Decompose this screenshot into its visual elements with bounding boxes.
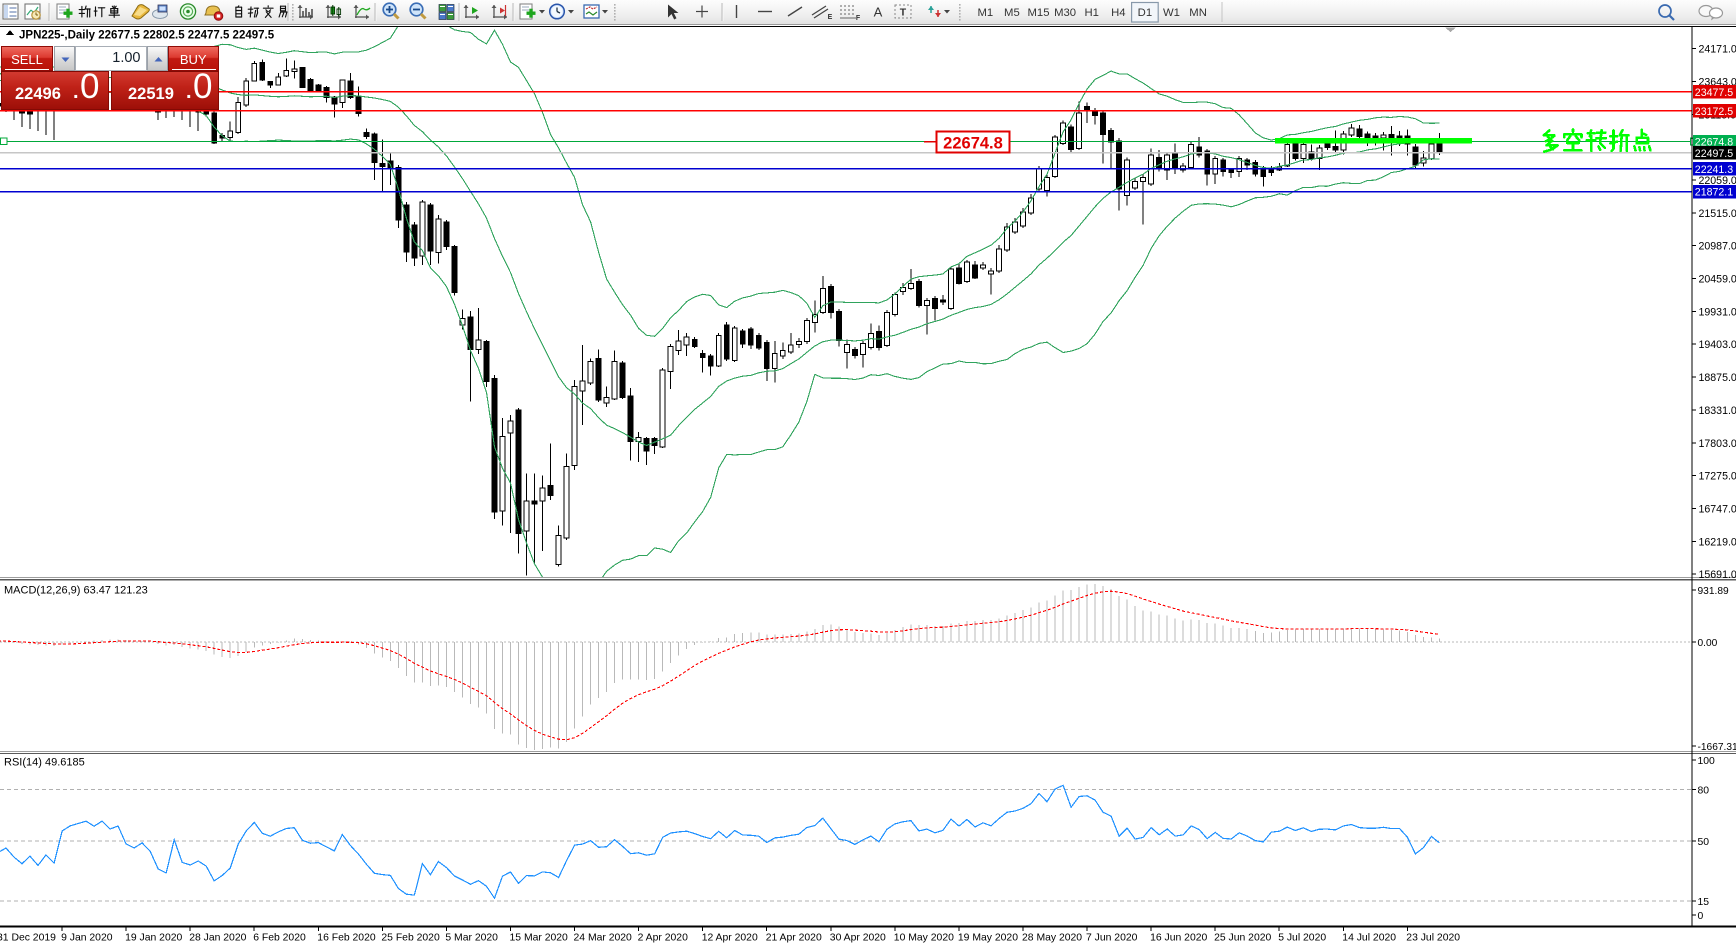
svg-text:5 Mar 2020: 5 Mar 2020 bbox=[445, 933, 498, 944]
svg-text:28 May 2020: 28 May 2020 bbox=[1022, 933, 1082, 944]
svg-text:D1: D1 bbox=[1138, 7, 1152, 19]
svg-text:22674.8: 22674.8 bbox=[943, 134, 1003, 152]
svg-text:16219.0: 16219.0 bbox=[1699, 536, 1736, 548]
svg-text:23172.5: 23172.5 bbox=[1695, 106, 1733, 118]
svg-text:14 Jul 2020: 14 Jul 2020 bbox=[1342, 933, 1396, 944]
svg-text:10 May 2020: 10 May 2020 bbox=[894, 933, 954, 944]
svg-text:MN: MN bbox=[1189, 7, 1207, 19]
svg-text:18875.0: 18875.0 bbox=[1699, 372, 1736, 384]
svg-text:80: 80 bbox=[1698, 785, 1710, 796]
svg-text:9 Jan 2020: 9 Jan 2020 bbox=[61, 933, 113, 944]
svg-text:JPN225-,Daily 22677.5 22802.5: JPN225-,Daily 22677.5 22802.5 22477.5 22… bbox=[19, 30, 275, 42]
svg-text:21 Apr 2020: 21 Apr 2020 bbox=[766, 933, 822, 944]
svg-text:7 Jun 2020: 7 Jun 2020 bbox=[1086, 933, 1138, 944]
svg-text:931.89: 931.89 bbox=[1698, 586, 1729, 597]
svg-text:12 Apr 2020: 12 Apr 2020 bbox=[702, 933, 758, 944]
svg-text:MACD(12,26,9) 63.47 121.23: MACD(12,26,9) 63.47 121.23 bbox=[4, 585, 148, 597]
svg-text:15: 15 bbox=[1698, 897, 1710, 908]
svg-text:15 Mar 2020: 15 Mar 2020 bbox=[510, 933, 569, 944]
svg-text:0: 0 bbox=[1698, 911, 1704, 922]
svg-text:16 Feb 2020: 16 Feb 2020 bbox=[317, 933, 376, 944]
svg-text:15691.0: 15691.0 bbox=[1699, 569, 1736, 581]
svg-text:19931.0: 19931.0 bbox=[1699, 306, 1736, 318]
svg-text:M1: M1 bbox=[977, 7, 993, 19]
svg-text:100: 100 bbox=[1698, 756, 1716, 767]
svg-text:19 May 2020: 19 May 2020 bbox=[958, 933, 1018, 944]
svg-text:20987.0: 20987.0 bbox=[1699, 241, 1736, 253]
svg-text:24 Mar 2020: 24 Mar 2020 bbox=[574, 933, 633, 944]
svg-text:17275.0: 17275.0 bbox=[1699, 471, 1736, 483]
svg-text:16 Jun 2020: 16 Jun 2020 bbox=[1150, 933, 1207, 944]
svg-text:21515.0: 21515.0 bbox=[1699, 208, 1736, 220]
svg-text:23477.5: 23477.5 bbox=[1695, 87, 1733, 99]
svg-text:19 Jan 2020: 19 Jan 2020 bbox=[125, 933, 182, 944]
svg-text:H4: H4 bbox=[1111, 7, 1125, 19]
svg-text:25 Jun 2020: 25 Jun 2020 bbox=[1214, 933, 1271, 944]
svg-text:25 Feb 2020: 25 Feb 2020 bbox=[381, 933, 440, 944]
svg-text:30 Apr 2020: 30 Apr 2020 bbox=[830, 933, 886, 944]
svg-text:M30: M30 bbox=[1054, 7, 1076, 19]
svg-text:22241.3: 22241.3 bbox=[1695, 164, 1733, 176]
svg-text:19403.0: 19403.0 bbox=[1699, 339, 1736, 351]
svg-text:22059.0: 22059.0 bbox=[1699, 175, 1736, 187]
svg-text:M5: M5 bbox=[1004, 7, 1020, 19]
svg-text:5 Jul 2020: 5 Jul 2020 bbox=[1278, 933, 1326, 944]
svg-text:16747.0: 16747.0 bbox=[1699, 504, 1736, 516]
svg-text:RSI(14) 49.6185: RSI(14) 49.6185 bbox=[4, 757, 85, 769]
svg-text:2 Apr 2020: 2 Apr 2020 bbox=[638, 933, 688, 944]
svg-text:A: A bbox=[874, 5, 883, 20]
svg-text:M15: M15 bbox=[1028, 7, 1050, 19]
svg-text:F: F bbox=[856, 15, 861, 22]
svg-text:6 Feb 2020: 6 Feb 2020 bbox=[253, 933, 306, 944]
svg-text:50: 50 bbox=[1698, 837, 1710, 848]
svg-text:T: T bbox=[900, 7, 907, 19]
svg-text:31 Dec 2019: 31 Dec 2019 bbox=[0, 933, 56, 944]
svg-text:24171.0: 24171.0 bbox=[1699, 44, 1736, 56]
svg-text:28 Jan 2020: 28 Jan 2020 bbox=[189, 933, 246, 944]
svg-text:21872.1: 21872.1 bbox=[1695, 187, 1733, 199]
svg-text:22674.8: 22674.8 bbox=[1695, 137, 1733, 149]
svg-text:17803.0: 17803.0 bbox=[1699, 438, 1736, 450]
svg-text:E: E bbox=[828, 14, 833, 21]
svg-text:W1: W1 bbox=[1163, 7, 1180, 19]
svg-text:20459.0: 20459.0 bbox=[1699, 274, 1736, 286]
svg-text:0.00: 0.00 bbox=[1698, 638, 1718, 649]
svg-text:23 Jul 2020: 23 Jul 2020 bbox=[1406, 933, 1460, 944]
svg-text:-1667.31: -1667.31 bbox=[1698, 742, 1736, 753]
svg-text:18331.0: 18331.0 bbox=[1699, 405, 1736, 417]
svg-text:H1: H1 bbox=[1084, 7, 1098, 19]
svg-text:22497.5: 22497.5 bbox=[1695, 148, 1733, 160]
